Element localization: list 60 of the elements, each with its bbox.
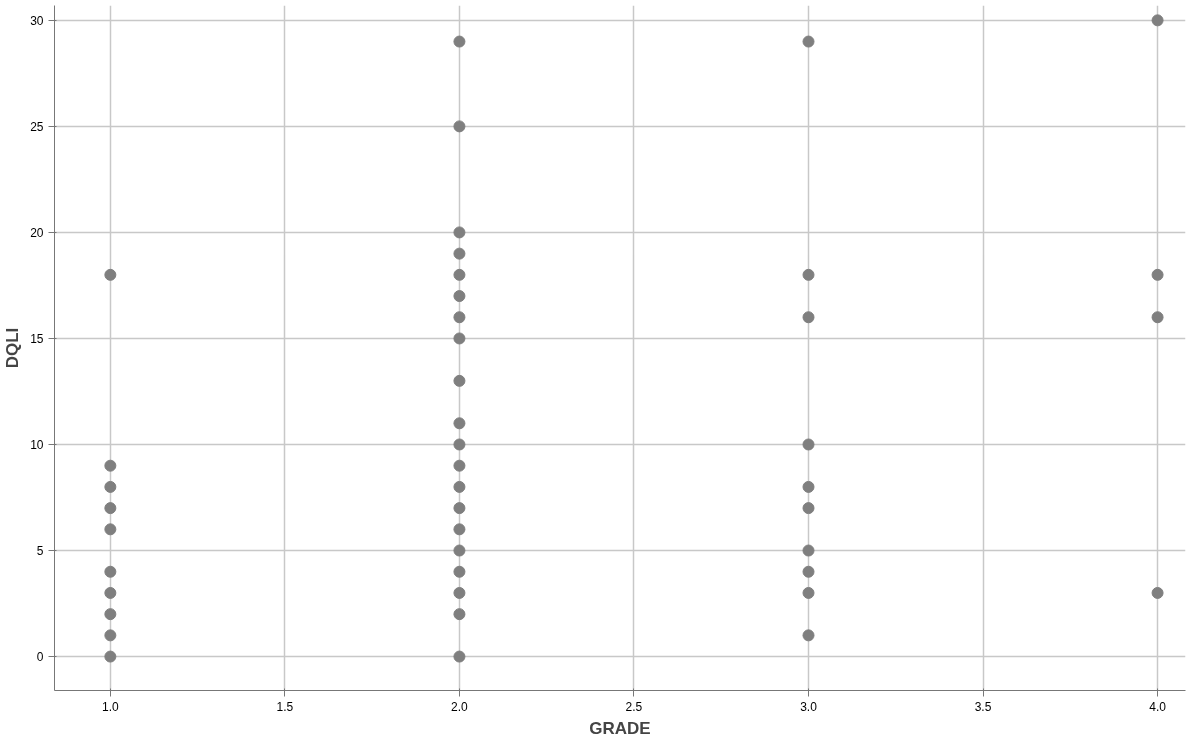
- point: [104, 565, 117, 578]
- point: [104, 608, 117, 621]
- point: [453, 268, 466, 281]
- point: [1151, 14, 1164, 27]
- point: [453, 480, 466, 493]
- point: [104, 523, 117, 536]
- x-tick-label: 3.5: [974, 699, 992, 714]
- point: [453, 35, 466, 48]
- point: [104, 629, 117, 642]
- point: [453, 311, 466, 324]
- point: [453, 417, 466, 430]
- point: [802, 586, 815, 599]
- point: [802, 565, 815, 578]
- point: [104, 268, 117, 281]
- point: [453, 502, 466, 515]
- point: [802, 480, 815, 493]
- point: [453, 523, 466, 536]
- y-tick-label: 25: [30, 119, 44, 134]
- y-tick-label: 20: [30, 225, 44, 240]
- x-tick-label: 2.5: [625, 699, 643, 714]
- point: [453, 438, 466, 451]
- point: [104, 586, 117, 599]
- x-tick-label: 1.0: [102, 699, 120, 714]
- point: [802, 311, 815, 324]
- point: [802, 629, 815, 642]
- x-tick-label: 1.5: [276, 699, 294, 714]
- point: [104, 502, 117, 515]
- point: [453, 226, 466, 239]
- point: [453, 565, 466, 578]
- point: [453, 459, 466, 472]
- point: [453, 608, 466, 621]
- x-tick-label: 3.0: [800, 699, 818, 714]
- point: [453, 374, 466, 387]
- y-axis-title: DQLI: [3, 327, 23, 369]
- point: [802, 544, 815, 557]
- x-tick-label: 4.0: [1149, 699, 1167, 714]
- point: [453, 332, 466, 345]
- point: [802, 268, 815, 281]
- point: [1151, 268, 1164, 281]
- point: [453, 650, 466, 663]
- x-tick-label: 2.0: [451, 699, 469, 714]
- point: [453, 586, 466, 599]
- point: [104, 650, 117, 663]
- y-tick-label: 10: [30, 437, 44, 452]
- x-axis-title: GRADE: [589, 718, 651, 738]
- point: [453, 544, 466, 557]
- point: [802, 502, 815, 515]
- point: [1151, 586, 1164, 599]
- y-tick-label: 0: [36, 650, 44, 665]
- point: [104, 480, 117, 493]
- point: [453, 290, 466, 303]
- y-tick-label: 15: [30, 331, 44, 346]
- y-tick-label: 30: [30, 13, 44, 28]
- point: [453, 247, 466, 260]
- point: [453, 120, 466, 133]
- point: [104, 459, 117, 472]
- point: [802, 438, 815, 451]
- point: [802, 35, 815, 48]
- point: [1151, 311, 1164, 324]
- y-tick-label: 5: [36, 544, 44, 559]
